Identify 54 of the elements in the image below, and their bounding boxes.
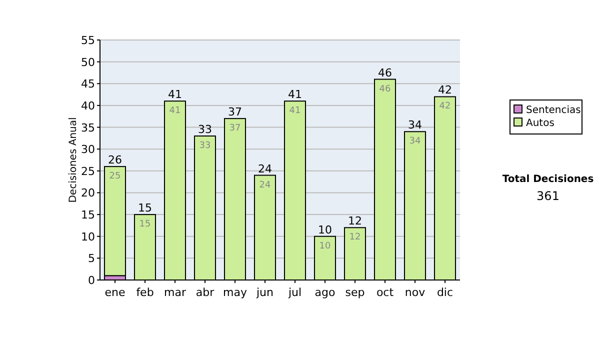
total-label: 42 (438, 84, 452, 97)
x-tick-label: jul (287, 286, 302, 299)
legend-label: Autos (526, 118, 554, 129)
x-tick-label: dic (436, 286, 454, 299)
data-label: 37 (229, 124, 241, 134)
y-tick-label: 0 (88, 274, 95, 287)
total-label: 46 (378, 66, 392, 80)
text: 361 (536, 189, 560, 203)
x-tick-label: ene (104, 286, 126, 299)
y-tick-label: 30 (81, 143, 95, 156)
x-tick-label: sep (345, 286, 365, 299)
x-tick-label: may (223, 286, 248, 299)
total-label: 34 (408, 118, 422, 132)
y-tick-label: 55 (81, 34, 95, 47)
data-label: 25 (109, 172, 121, 182)
data-label: 41 (169, 106, 181, 116)
bar (104, 166, 126, 276)
total-label: 12 (348, 214, 362, 228)
x-tick-label: mar (164, 286, 186, 299)
data-label: 15 (139, 220, 151, 230)
total-label: 37 (228, 106, 242, 119)
data-label: 33 (199, 141, 211, 151)
y-axis-title: Decisiones Anual (68, 117, 79, 203)
total-label: 26 (108, 154, 122, 167)
data-label: 41 (289, 106, 301, 116)
x-tick-label: abr (196, 286, 215, 299)
total-label: 41 (168, 88, 182, 102)
text: Total Decisiones (502, 174, 594, 185)
x-tick-label: jun (256, 286, 274, 299)
data-label: 42 (439, 102, 451, 112)
y-tick-label: 15 (81, 208, 95, 222)
total-label: 15 (138, 202, 152, 215)
x-tick-label: nov (404, 286, 426, 299)
total-label: 41 (288, 88, 302, 102)
data-label: 12 (349, 232, 361, 243)
data-label: 34 (409, 136, 421, 147)
y-tick-label: 50 (81, 56, 95, 69)
y-tick-label: 5 (88, 252, 95, 266)
y-tick-label: 45 (81, 78, 95, 91)
data-label: 24 (259, 180, 271, 190)
total-label: 33 (198, 123, 212, 136)
x-tick-label: oct (376, 286, 394, 299)
y-tick-label: 10 (81, 230, 95, 244)
y-tick-label: 25 (81, 164, 95, 178)
y-tick-label: 35 (81, 121, 95, 134)
total-label: 10 (318, 223, 332, 236)
x-tick-label: feb (136, 286, 154, 299)
data-label: 10 (319, 241, 331, 252)
legend-label: Sentencias (526, 105, 581, 116)
data-label: 46 (379, 84, 391, 94)
x-tick-label: ago (314, 286, 336, 299)
total-label: 24 (258, 162, 272, 176)
y-tick-label: 20 (81, 186, 95, 200)
y-tick-label: 40 (81, 99, 95, 112)
